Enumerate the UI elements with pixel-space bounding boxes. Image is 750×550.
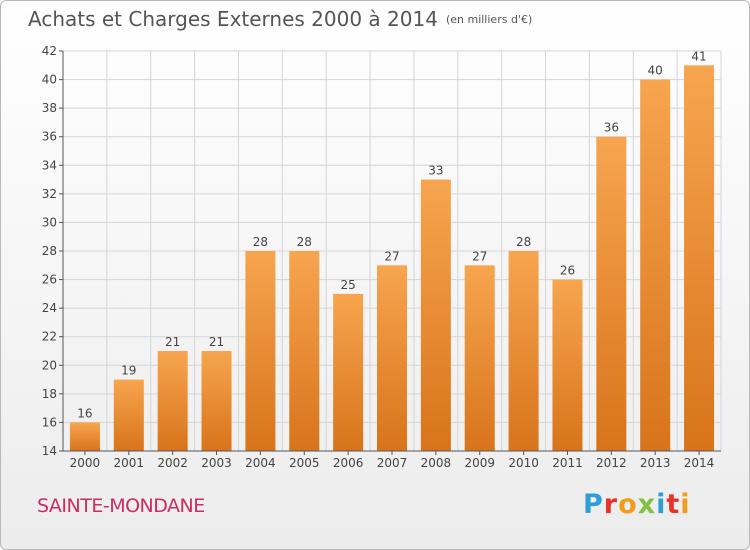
bar-value-label: 21 — [165, 335, 180, 349]
bar-value-label: 16 — [77, 406, 92, 420]
bar — [377, 265, 407, 451]
bar-value-label: 27 — [384, 249, 399, 263]
logo-letter: r — [603, 489, 619, 520]
bar — [333, 293, 364, 451]
bar — [157, 351, 188, 451]
x-tick-label: 2006 — [333, 456, 364, 470]
chart-unit-label: (en milliers d'€) — [445, 13, 533, 26]
y-tick-label: 18 — [42, 387, 57, 401]
logo-letter: t — [666, 489, 681, 520]
y-tick-label: 24 — [42, 301, 57, 315]
x-tick-label: 2014 — [684, 456, 715, 470]
bar-value-label: 28 — [516, 235, 531, 249]
bar-value-label: 41 — [691, 49, 706, 63]
y-tick-label: 30 — [42, 215, 57, 229]
bar — [684, 65, 715, 452]
y-tick-label: 40 — [42, 73, 57, 87]
bar-value-label: 40 — [648, 64, 663, 78]
x-tick-label: 2004 — [245, 456, 276, 470]
bar — [245, 251, 276, 451]
x-tick-label: 2010 — [508, 456, 539, 470]
bar — [640, 79, 671, 452]
x-tick-label: 2013 — [640, 456, 671, 470]
bar-value-label: 25 — [340, 278, 355, 292]
bar-value-label: 26 — [560, 264, 575, 278]
y-tick-label: 14 — [42, 444, 57, 458]
bar — [420, 179, 451, 452]
x-tick-label: 2002 — [157, 456, 188, 470]
bar-value-label: 21 — [209, 335, 224, 349]
bar-value-label: 27 — [472, 249, 487, 263]
bar — [596, 136, 627, 451]
bar-value-label: 28 — [253, 235, 268, 249]
bar — [289, 251, 320, 451]
logo-letter: i — [680, 489, 691, 520]
y-tick-label: 22 — [42, 330, 57, 344]
logo-letter: P — [583, 489, 604, 520]
bar — [552, 279, 583, 451]
logo-letter: x — [637, 489, 657, 520]
y-tick-label: 16 — [42, 415, 57, 429]
proxiti-logo: Proxiti — [583, 489, 691, 520]
axes — [59, 50, 721, 455]
bar-value-label: 28 — [297, 235, 312, 249]
chart-title-text: Achats et Charges Externes 2000 à 2014 — [28, 7, 438, 31]
bar — [113, 379, 144, 451]
x-tick-label: 2011 — [552, 456, 583, 470]
logo-letter: i — [656, 489, 667, 520]
y-tick-label: 42 — [42, 44, 57, 58]
bar-value-label: 19 — [121, 364, 136, 378]
y-tick-label: 38 — [42, 101, 57, 115]
labels: 14 16 18 20 22 24 26 28 30 32 34 36 38 40 42 16 2000 19 20… — [42, 44, 715, 470]
bar — [69, 422, 100, 451]
x-tick-label: 2005 — [289, 456, 320, 470]
y-tick-label: 26 — [42, 273, 57, 287]
logo-letter: o — [618, 489, 638, 520]
bars — [69, 65, 715, 452]
y-tick-label: 20 — [42, 358, 57, 372]
x-tick-label: 2000 — [70, 456, 101, 470]
bar — [508, 251, 539, 451]
x-tick-label: 2007 — [377, 456, 408, 470]
chart-title: Achats et Charges Externes 2000 à 2014 (e… — [28, 7, 532, 31]
bar — [464, 265, 495, 451]
y-tick-label: 32 — [42, 187, 57, 201]
x-tick-label: 2003 — [201, 456, 232, 470]
x-tick-label: 2009 — [464, 456, 495, 470]
bar-value-label: 33 — [428, 164, 443, 178]
y-tick-label: 28 — [42, 244, 57, 258]
city-name: SAINTE-MONDANE — [37, 495, 205, 517]
x-tick-label: 2008 — [421, 456, 452, 470]
x-tick-label: 2001 — [114, 456, 145, 470]
y-tick-label: 34 — [42, 158, 57, 172]
y-tick-label: 36 — [42, 130, 57, 144]
x-tick-label: 2012 — [596, 456, 627, 470]
bar-value-label: 36 — [604, 121, 619, 135]
bar — [201, 351, 232, 451]
